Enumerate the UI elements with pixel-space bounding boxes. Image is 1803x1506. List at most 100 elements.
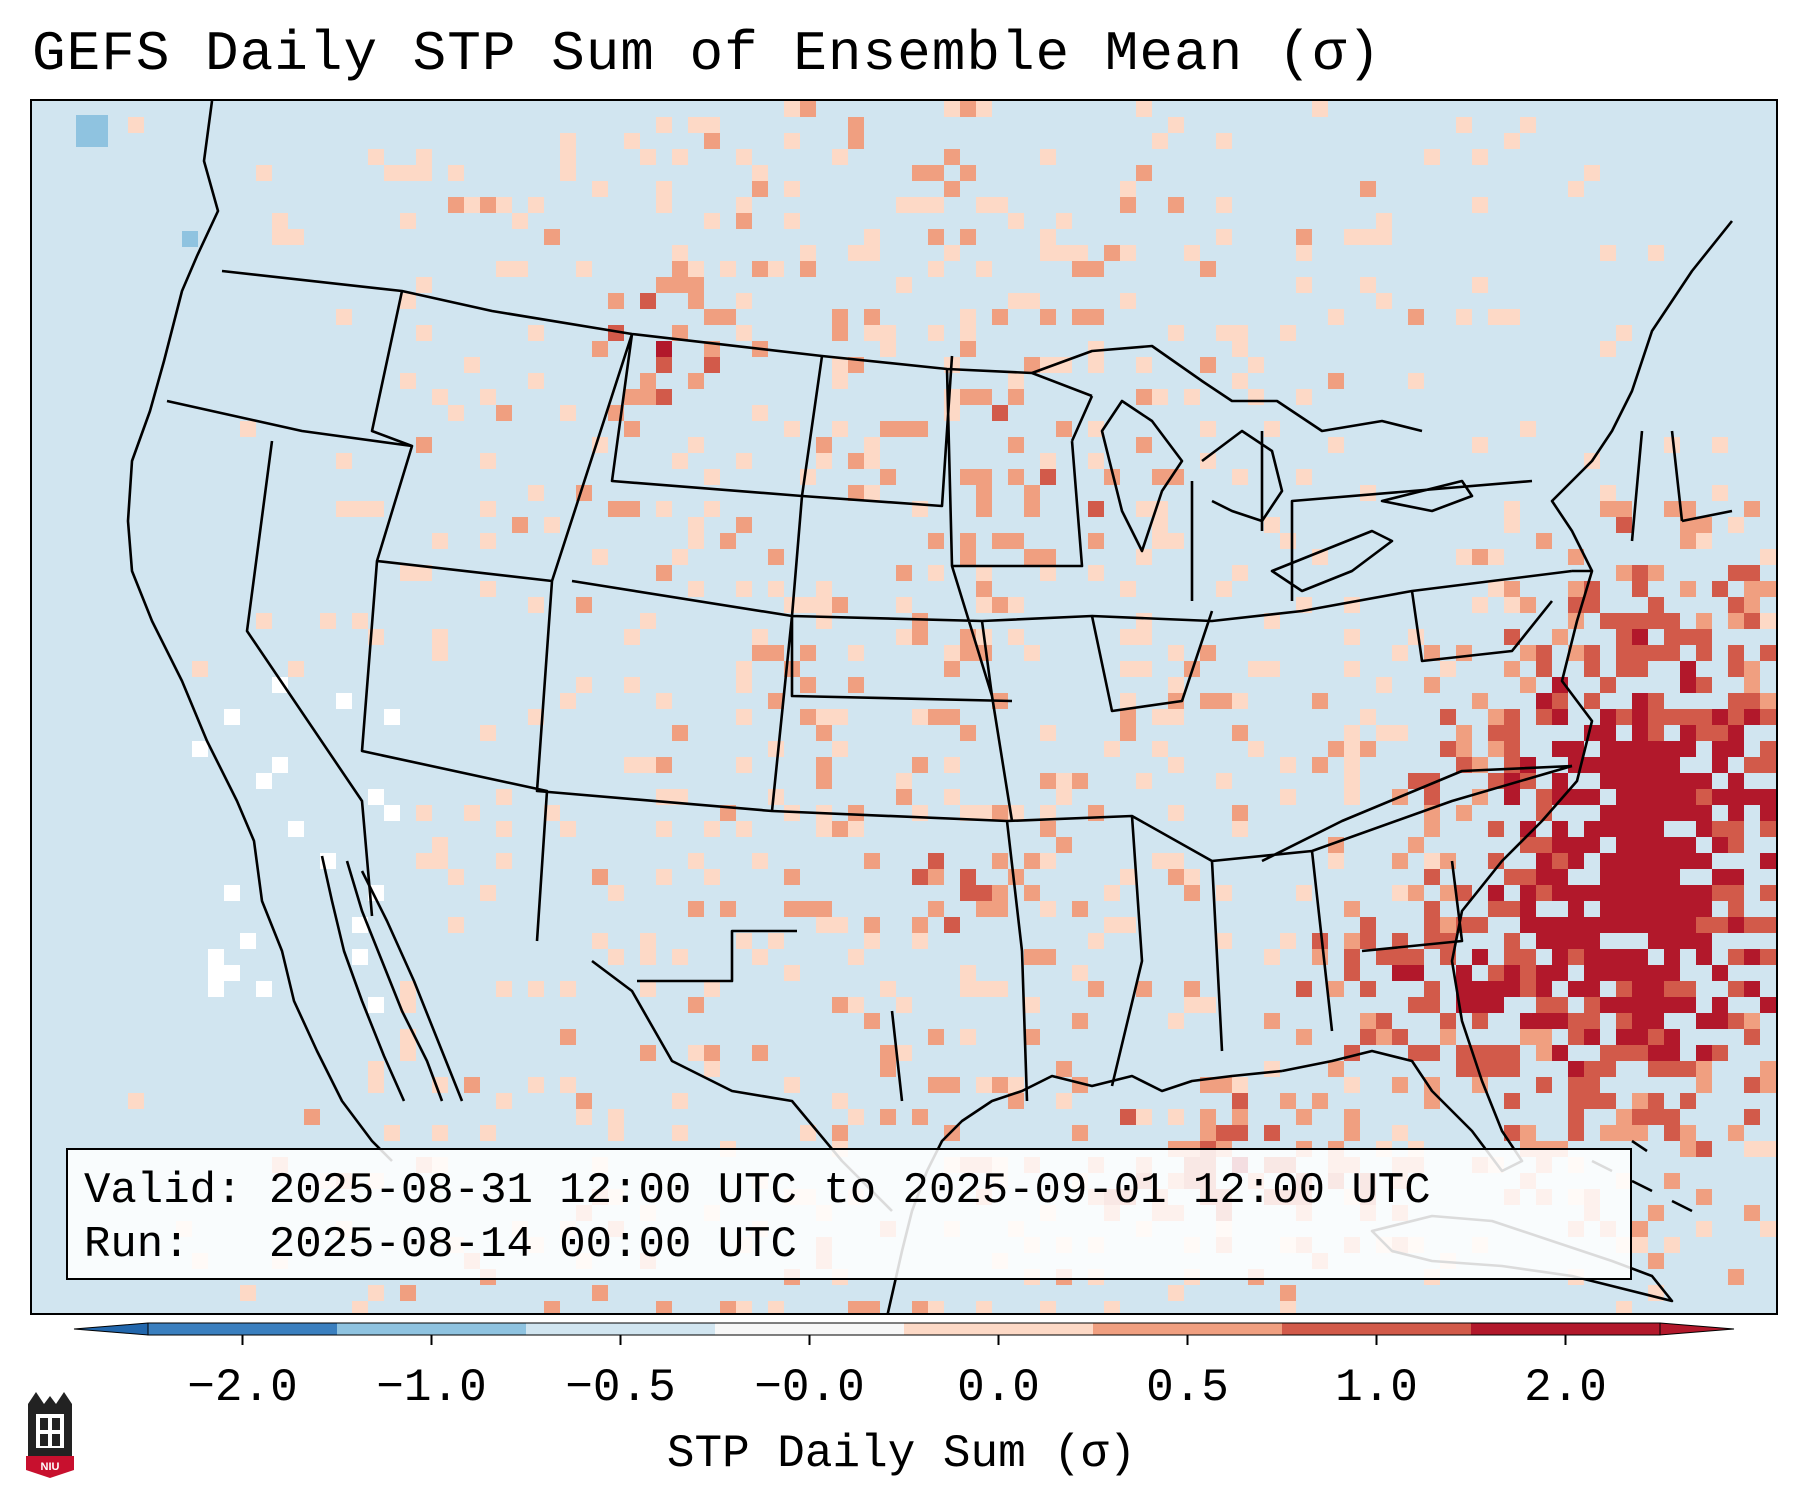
- anomaly-cell: [1456, 805, 1472, 821]
- anomaly-cell: [1280, 1093, 1296, 1109]
- anomaly-cell: [1568, 1125, 1584, 1141]
- anomaly-cell: [272, 229, 288, 245]
- anomaly-cell: [1136, 613, 1152, 629]
- anomaly-cell-negative: [182, 231, 198, 247]
- anomaly-cell: [1408, 997, 1424, 1013]
- anomaly-cell: [1536, 693, 1552, 709]
- anomaly-cell: [1664, 981, 1680, 997]
- anomaly-cell: [1504, 661, 1520, 677]
- anomaly-cell: [1696, 1013, 1712, 1029]
- anomaly-cell: [1568, 1109, 1584, 1125]
- anomaly-cell: [960, 885, 976, 901]
- anomaly-cell: [1232, 805, 1248, 821]
- anomaly-cell: [1712, 997, 1728, 1013]
- anomaly-cell: [1200, 453, 1216, 469]
- anomaly-cell: [944, 149, 960, 165]
- anomaly-cell: [752, 165, 768, 181]
- anomaly-cell: [1680, 725, 1696, 741]
- anomaly-cell: [1600, 1093, 1616, 1109]
- anomaly-cell: [1488, 709, 1504, 725]
- anomaly-cell: [1360, 933, 1376, 949]
- anomaly-cell: [1664, 645, 1680, 661]
- anomaly-cell: [1120, 581, 1136, 597]
- anomaly-cell: [1296, 229, 1312, 245]
- anomaly-cell: [656, 693, 672, 709]
- anomaly-cell: [1520, 869, 1536, 885]
- anomaly-cell: [1232, 373, 1248, 389]
- anomaly-cell: [1456, 725, 1472, 741]
- anomaly-cell: [416, 853, 432, 869]
- anomaly-cell: [1632, 741, 1648, 757]
- anomaly-cell: [832, 1125, 848, 1141]
- anomaly-cell: [1696, 885, 1712, 901]
- anomaly-cell: [928, 565, 944, 581]
- anomaly-cell: [1680, 533, 1696, 549]
- anomaly-cell: [992, 597, 1008, 613]
- anomaly-cell: [1344, 597, 1360, 613]
- anomaly-cell: [688, 853, 704, 869]
- anomaly-cell: [496, 405, 512, 421]
- anomaly-cell: [1648, 1029, 1664, 1045]
- anomaly-cell: [1168, 853, 1184, 869]
- anomaly-cell: [976, 501, 992, 517]
- anomaly-cell: [1648, 597, 1664, 613]
- anomaly-cell: [976, 565, 992, 581]
- anomaly-cell: [736, 149, 752, 165]
- anomaly-cell: [1744, 581, 1760, 597]
- anomaly-cell: [1680, 629, 1696, 645]
- anomaly-cell: [256, 165, 272, 181]
- anomaly-cell: [1648, 1045, 1664, 1061]
- anomaly-cell: [240, 421, 256, 437]
- anomaly-cell: [640, 949, 656, 965]
- anomaly-cell: [1632, 789, 1648, 805]
- anomaly-cell: [704, 981, 720, 997]
- anomaly-cell: [640, 613, 656, 629]
- anomaly-cell: [656, 501, 672, 517]
- anomaly-cell: [448, 197, 464, 213]
- anomaly-cell: [928, 869, 944, 885]
- anomaly-cell: [1616, 997, 1632, 1013]
- anomaly-cell: [416, 565, 432, 581]
- anomaly-cell: [832, 309, 848, 325]
- anomaly-cell: [1568, 901, 1584, 917]
- niu-logo: NIU: [26, 1392, 74, 1478]
- anomaly-cell: [1616, 789, 1632, 805]
- anomaly-cell: [736, 581, 752, 597]
- anomaly-cell: [1680, 1125, 1696, 1141]
- anomaly-cell: [1152, 709, 1168, 725]
- anomaly-cell: [1040, 565, 1056, 581]
- anomaly-cell: [336, 453, 352, 469]
- anomaly-cell: [976, 981, 992, 997]
- anomaly-cell: [544, 1301, 560, 1313]
- anomaly-cell: [720, 805, 736, 821]
- great-lakes: [1031, 344, 1474, 593]
- anomaly-cell: [1136, 389, 1152, 405]
- anomaly-cell: [1008, 533, 1024, 549]
- anomaly-cell: [1328, 437, 1344, 453]
- anomaly-cell: [1344, 901, 1360, 917]
- anomaly-cell: [1728, 565, 1744, 581]
- anomaly-cell: [1472, 917, 1488, 933]
- anomaly-cell: [1472, 1013, 1488, 1029]
- anomaly-cell: [1472, 549, 1488, 565]
- anomaly-cell: [1200, 693, 1216, 709]
- anomaly-cell: [1552, 837, 1568, 853]
- anomaly-cell: [656, 565, 672, 581]
- anomaly-cell: [1600, 853, 1616, 869]
- anomaly-cell: [1760, 917, 1776, 933]
- anomaly-cell: [1504, 901, 1520, 917]
- anomaly-cell: [1136, 101, 1152, 117]
- anomaly-cell: [1392, 1125, 1408, 1141]
- anomaly-cell: [1216, 1125, 1232, 1141]
- anomaly-cell: [1408, 949, 1424, 965]
- anomaly-cell: [1488, 725, 1504, 741]
- anomaly-cell: [1536, 533, 1552, 549]
- anomaly-cell: [1424, 1093, 1440, 1109]
- anomaly-cell: [1424, 677, 1440, 693]
- anomaly-cell: [1632, 1125, 1648, 1141]
- anomaly-cell: [992, 853, 1008, 869]
- anomaly-cell: [1392, 1077, 1408, 1093]
- anomaly-cell: [1520, 1029, 1536, 1045]
- anomaly-cell: [1456, 885, 1472, 901]
- anomaly-cell: [1600, 885, 1616, 901]
